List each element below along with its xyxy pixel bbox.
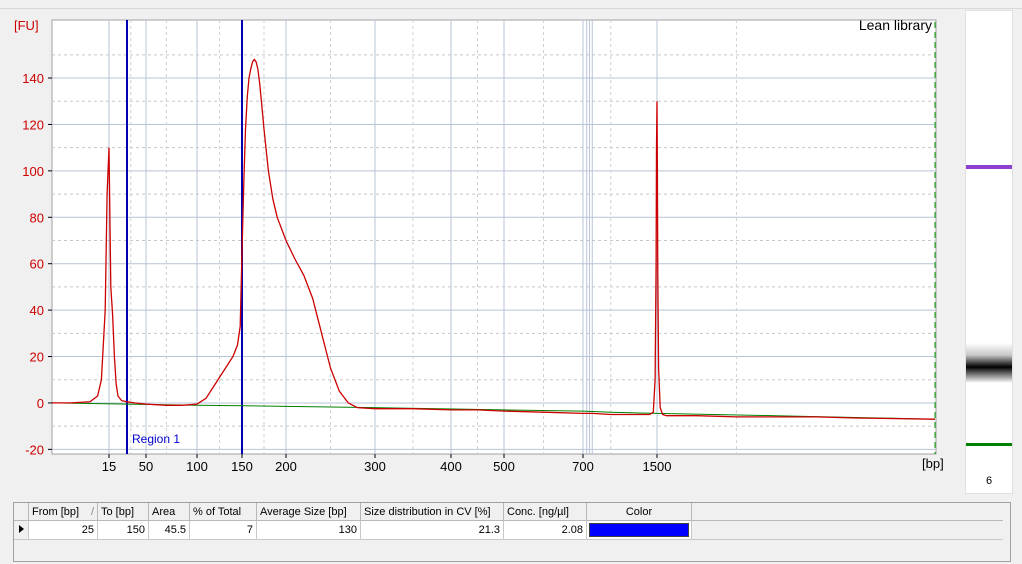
- cell-conc[interactable]: 2.08: [503, 520, 587, 540]
- traces: [51, 58, 936, 420]
- y-axis-ticks: -20 0 20 40 60 80 100 120 140: [22, 71, 52, 457]
- row-header-corner: [14, 503, 29, 521]
- row-pointer-icon: [18, 525, 24, 533]
- x-tick-label: 1500: [643, 459, 672, 474]
- gel-band-lower-marker: [966, 443, 1012, 446]
- gel-lane: [966, 165, 1012, 446]
- col-size-cv[interactable]: Size distribution in CV [%]: [360, 503, 504, 521]
- cell-color[interactable]: [586, 520, 692, 540]
- col-filler: [691, 503, 1003, 521]
- color-swatch[interactable]: [589, 523, 689, 537]
- cell-from[interactable]: 25: [28, 520, 98, 540]
- cell-size-cv[interactable]: 21.3: [360, 520, 504, 540]
- x-axis-ticks: 15 50 100 150 200 300 400 500 700 1500: [102, 454, 672, 474]
- table-row[interactable]: 25 150 45.5 7 130 21.3 2.08: [14, 520, 1003, 540]
- col-from[interactable]: From [bp] /: [28, 503, 98, 521]
- gel-lane-label: 6: [985, 475, 993, 487]
- y-tick-label: 140: [22, 71, 44, 86]
- cell-area[interactable]: 45.5: [148, 520, 190, 540]
- y-tick-label: -20: [25, 442, 44, 457]
- x-tick-label: 700: [572, 459, 594, 474]
- sort-indicator-icon: /: [90, 505, 94, 518]
- x-axis-label: [bp]: [922, 456, 944, 471]
- table-header-row: From [bp] / To [bp] Area % of Total Avera…: [14, 503, 1003, 521]
- chart-title: Lean library: [859, 17, 932, 33]
- row-selector[interactable]: [14, 520, 29, 540]
- gel-band-library-smear: [966, 343, 1012, 383]
- cell-to[interactable]: 150: [97, 520, 149, 540]
- col-average-size[interactable]: Average Size [bp]: [256, 503, 361, 521]
- y-tick-label: 40: [30, 303, 44, 318]
- x-tick-label: 500: [493, 459, 515, 474]
- cell-pct-total[interactable]: 7: [189, 520, 257, 540]
- cell-average-size[interactable]: 130: [256, 520, 361, 540]
- x-tick-label: 300: [364, 459, 386, 474]
- x-tick-label: 400: [440, 459, 462, 474]
- x-tick-label: 15: [102, 459, 116, 474]
- col-pct-total[interactable]: % of Total: [189, 503, 257, 521]
- plot-area: [51, 19, 937, 455]
- cell-filler: [691, 520, 1003, 540]
- y-tick-label: 100: [22, 164, 44, 179]
- sample-trace-line: [52, 58, 936, 420]
- electropherogram-chart: -20 0 20 40 60 80 100 120 140 15 50 100 150 200 300 40…: [14, 17, 944, 474]
- y-tick-label: 80: [30, 210, 44, 225]
- x-tick-label: 100: [186, 459, 208, 474]
- gel-lane-panel: 6: [965, 10, 1013, 494]
- col-to[interactable]: To [bp]: [97, 503, 149, 521]
- baseline-trace-line: [51, 402, 936, 420]
- y-tick-label: 0: [37, 396, 44, 411]
- region-table[interactable]: From [bp] / To [bp] Area % of Total Avera…: [13, 502, 1011, 562]
- col-conc[interactable]: Conc. [ng/µl]: [503, 503, 587, 521]
- y-axis-label: [FU]: [14, 18, 39, 33]
- gel-band-upper-marker: [966, 165, 1012, 169]
- y-tick-label: 120: [22, 117, 44, 132]
- x-tick-label: 50: [139, 459, 153, 474]
- region-label: Region 1: [132, 432, 180, 446]
- y-tick-label: 60: [30, 257, 44, 272]
- x-tick-label: 150: [231, 459, 253, 474]
- col-area[interactable]: Area: [148, 503, 190, 521]
- top-toolbar-strip: [0, 0, 1022, 9]
- y-tick-label: 20: [30, 350, 44, 365]
- x-tick-label: 200: [275, 459, 297, 474]
- col-color[interactable]: Color: [586, 503, 692, 521]
- col-from-label: From [bp]: [32, 505, 80, 518]
